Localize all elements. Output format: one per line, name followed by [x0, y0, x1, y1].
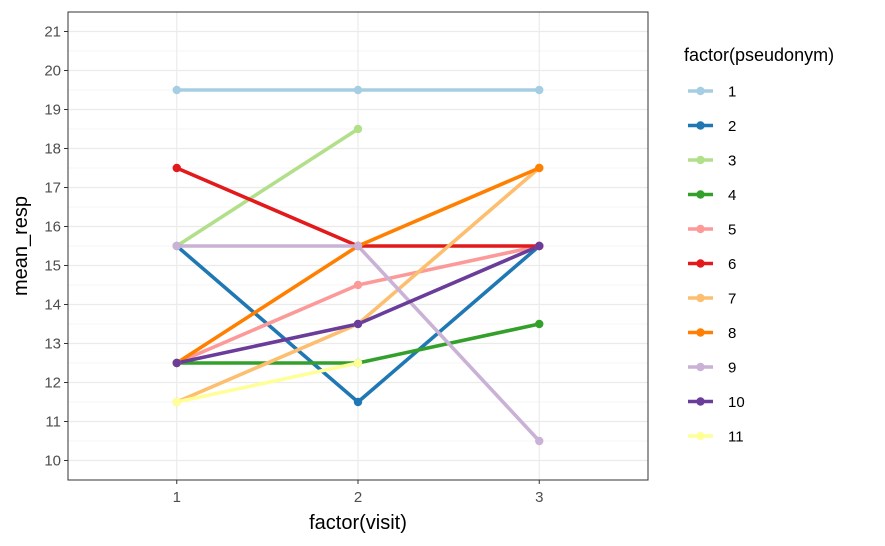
y-tick-label: 16 — [44, 219, 61, 236]
y-tick-label: 14 — [44, 297, 61, 314]
legend-key-point-6 — [696, 259, 705, 268]
legend-label-9: 9 — [728, 360, 736, 377]
data-point-series-1 — [353, 85, 363, 95]
legend-key-point-4 — [696, 190, 705, 199]
data-point-series-10 — [353, 319, 363, 329]
y-tick-label: 21 — [44, 24, 61, 41]
legend-title: factor(pseudonym) — [684, 45, 834, 65]
y-tick-label: 17 — [44, 180, 61, 197]
legend-label-5: 5 — [728, 222, 736, 239]
legend-label-3: 3 — [728, 153, 736, 170]
series-line-3 — [175, 127, 359, 248]
data-point-series-4 — [535, 319, 544, 329]
y-axis: 10 11 12 13 14 15 16 17 18 19 20 21 — [44, 24, 68, 470]
data-point-series-8 — [535, 163, 544, 173]
data-point-series-3 — [353, 124, 363, 134]
legend-key-point-10 — [696, 397, 705, 406]
data-point-series-6 — [172, 163, 181, 173]
x-axis-title: factor(visit) — [309, 512, 407, 534]
y-tick-label: 11 — [45, 414, 61, 431]
legend-key-point-3 — [696, 155, 705, 165]
legend-label-7: 7 — [728, 291, 736, 308]
data-point-series-10 — [172, 358, 181, 368]
y-tick-label: 15 — [44, 258, 61, 275]
y-tick-label: 19 — [44, 102, 61, 119]
data-point-series-2 — [353, 397, 363, 407]
legend-key-point-11 — [696, 431, 705, 441]
legend-key-point-8 — [696, 328, 705, 337]
x-tick-label: 3 — [535, 489, 543, 506]
legend-label-4: 4 — [728, 187, 736, 204]
legend-label-6: 6 — [728, 256, 736, 273]
series-line-11 — [176, 361, 359, 404]
data-point-series-1 — [172, 85, 181, 95]
legend-label-2: 2 — [728, 118, 736, 135]
y-tick-label: 20 — [44, 63, 61, 80]
data-point-series-11 — [172, 397, 181, 407]
y-tick-label: 12 — [44, 375, 61, 392]
legend-label-10: 10 — [728, 394, 745, 411]
legend-key-point-2 — [696, 121, 705, 130]
data-point-series-1 — [535, 85, 544, 95]
legend-label-8: 8 — [728, 325, 736, 342]
legend-items: 1 2 3 4 5 6 7 8 9 10 11 — [688, 84, 745, 446]
data-point-series-9 — [535, 436, 544, 446]
legend-key-point-5 — [696, 224, 705, 234]
data-point-series-5 — [353, 280, 363, 290]
x-axis: 1 2 3 — [173, 480, 543, 506]
legend-key-point-7 — [696, 293, 705, 303]
legend-key-point-1 — [696, 86, 705, 96]
x-tick-label: 1 — [173, 489, 181, 506]
data-point-series-9 — [353, 241, 363, 251]
y-tick-label: 13 — [44, 336, 61, 353]
legend-key-point-9 — [696, 362, 705, 372]
data-point-series-10 — [535, 241, 544, 251]
y-axis-title: mean_resp — [10, 196, 32, 296]
series-points — [172, 85, 544, 446]
x-tick-label: 2 — [354, 489, 362, 506]
data-point-series-11 — [353, 358, 363, 368]
y-tick-label: 10 — [44, 453, 61, 470]
legend: factor(pseudonym) 1 2 3 4 5 6 7 8 9 10 11 — [684, 45, 834, 446]
data-point-series-9 — [172, 241, 181, 251]
y-tick-label: 18 — [44, 141, 61, 158]
legend-label-1: 1 — [728, 84, 736, 101]
legend-label-11: 11 — [728, 429, 744, 446]
